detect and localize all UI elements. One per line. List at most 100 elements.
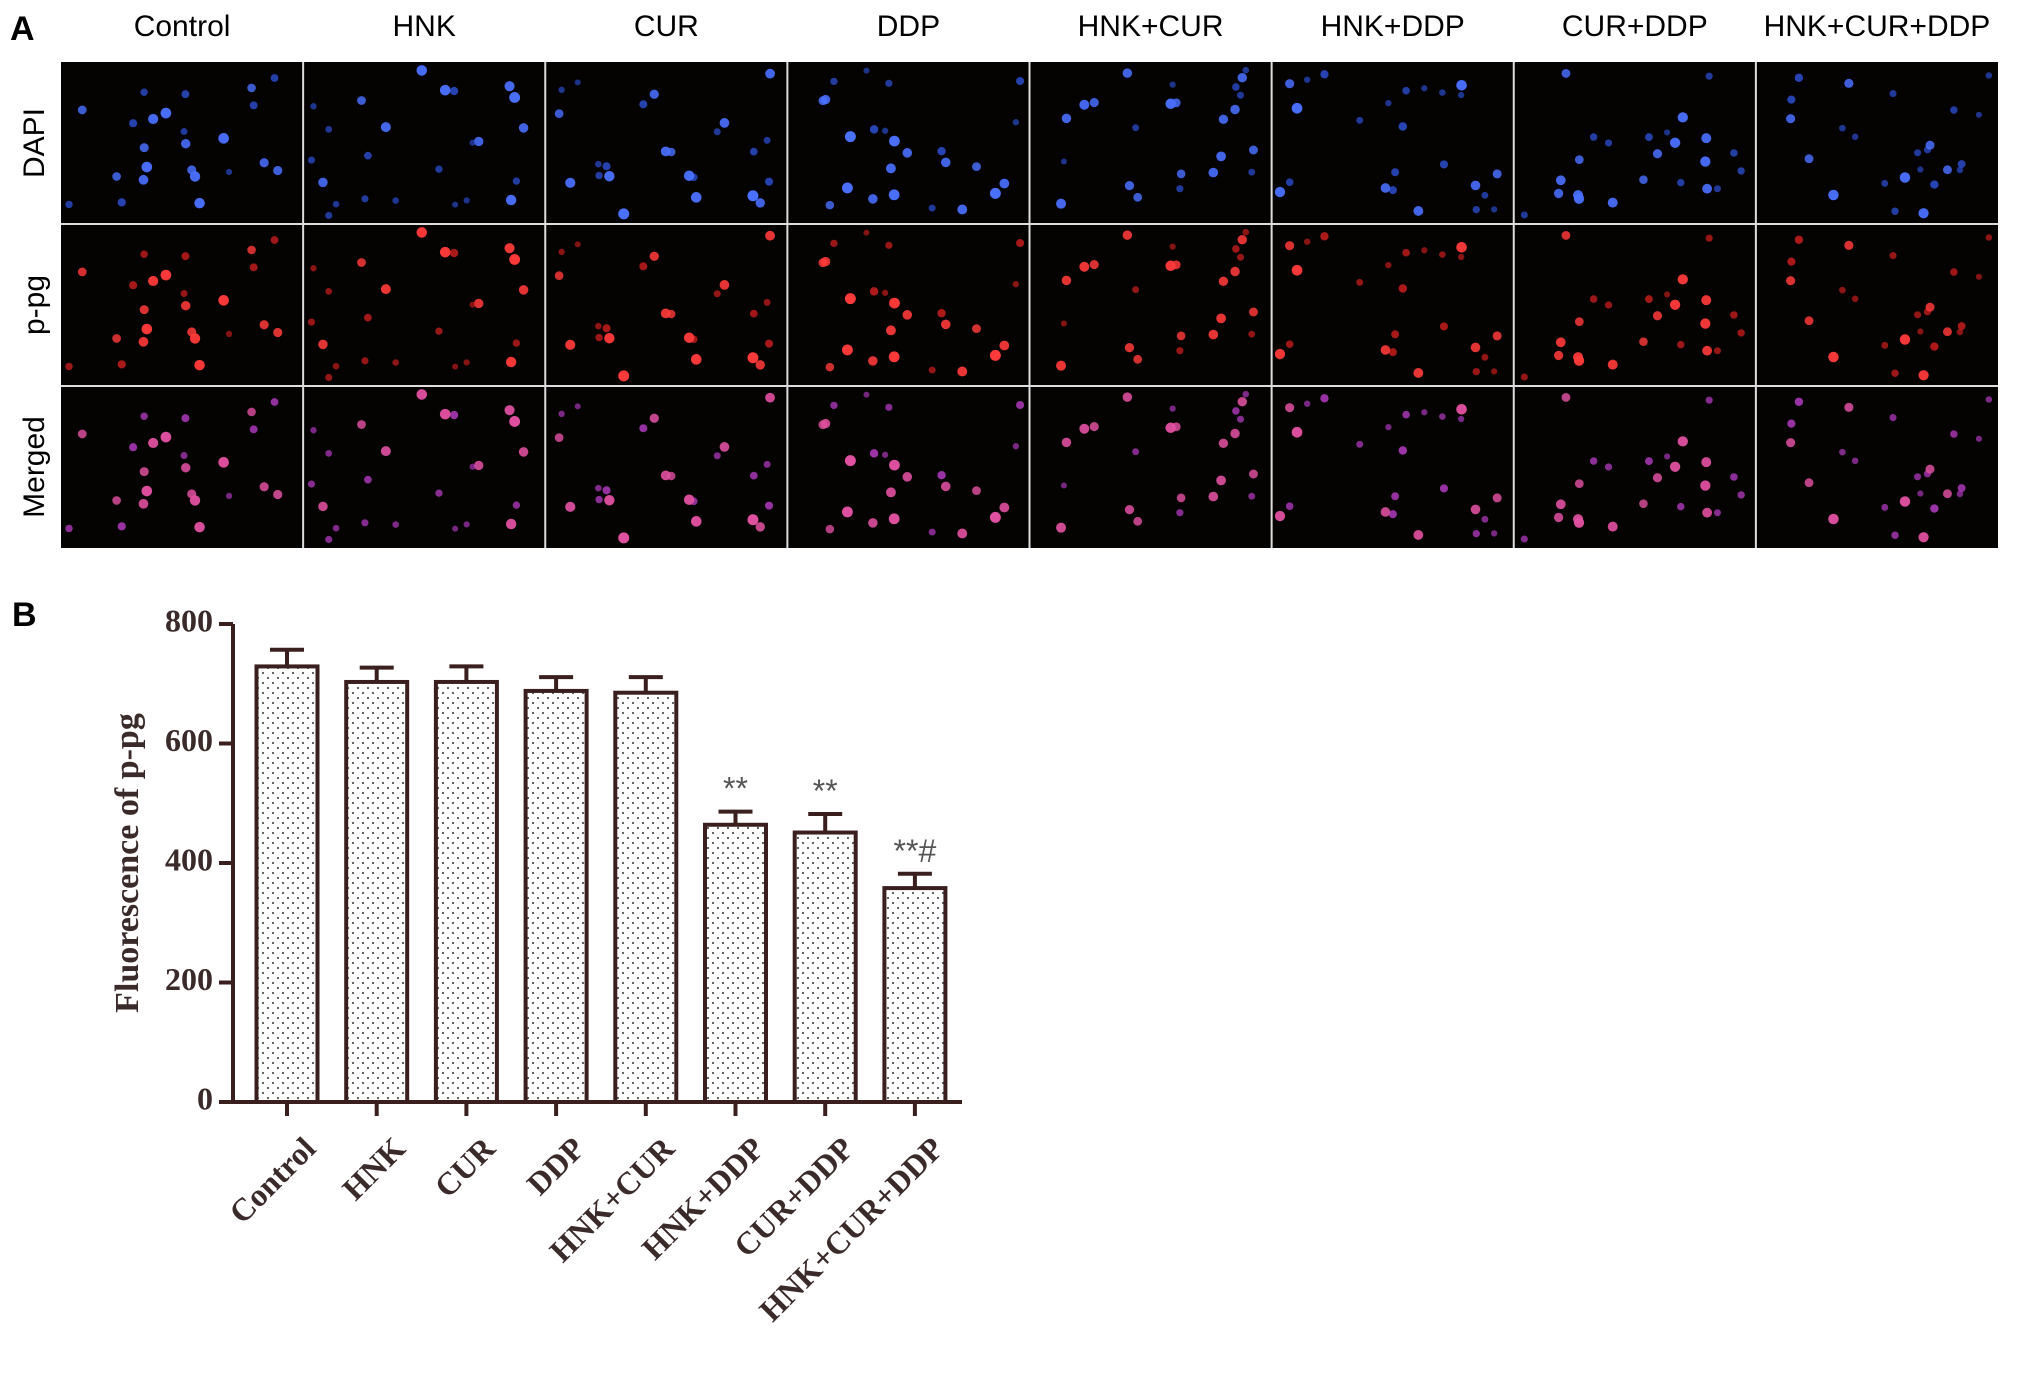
cell bbox=[1950, 268, 1958, 276]
cell bbox=[604, 333, 615, 344]
cell bbox=[972, 162, 981, 172]
micrograph bbox=[1029, 386, 1272, 548]
cell bbox=[825, 524, 835, 534]
cell bbox=[618, 370, 630, 382]
column-label: HNK+DDP bbox=[1321, 10, 1465, 43]
cell bbox=[364, 151, 372, 160]
cell bbox=[380, 122, 391, 133]
cell bbox=[1574, 479, 1584, 489]
cell bbox=[218, 295, 229, 306]
cell bbox=[509, 416, 521, 427]
cell bbox=[713, 290, 721, 298]
cell bbox=[1089, 260, 1099, 270]
y-tick-label: 600 bbox=[165, 722, 213, 758]
cell bbox=[112, 496, 121, 505]
cell bbox=[1285, 241, 1295, 251]
cell bbox=[928, 204, 936, 212]
cell bbox=[649, 89, 659, 99]
cell bbox=[719, 280, 730, 290]
cell bbox=[325, 126, 333, 133]
cell bbox=[357, 96, 366, 105]
cell bbox=[416, 389, 428, 400]
cell bbox=[469, 463, 476, 470]
cell bbox=[332, 200, 340, 208]
cell bbox=[1669, 461, 1681, 472]
cell bbox=[189, 171, 201, 182]
cell bbox=[112, 334, 121, 343]
cell bbox=[940, 481, 951, 492]
cell bbox=[1016, 238, 1025, 248]
cell bbox=[435, 489, 443, 497]
cell bbox=[595, 495, 603, 504]
cell bbox=[1644, 457, 1653, 466]
cell bbox=[683, 494, 695, 505]
cell bbox=[1291, 426, 1303, 438]
cell bbox=[141, 161, 153, 173]
cell bbox=[318, 501, 328, 512]
micrograph bbox=[303, 386, 546, 548]
cell bbox=[1702, 183, 1713, 194]
cell bbox=[1787, 419, 1796, 428]
cell bbox=[818, 96, 828, 106]
cell bbox=[1956, 490, 1964, 498]
cell bbox=[1421, 85, 1428, 92]
cell bbox=[1248, 168, 1256, 176]
cell bbox=[1914, 473, 1922, 481]
cell bbox=[141, 485, 153, 497]
cell bbox=[1520, 373, 1528, 381]
cell bbox=[1274, 186, 1286, 198]
cell bbox=[1132, 124, 1140, 132]
cell bbox=[1701, 295, 1712, 306]
cell bbox=[595, 484, 602, 492]
micrograph bbox=[1513, 386, 1756, 548]
cell bbox=[713, 452, 721, 460]
cell bbox=[1402, 86, 1410, 95]
cell bbox=[1248, 307, 1258, 317]
cell bbox=[713, 128, 721, 136]
cell bbox=[1285, 502, 1294, 510]
cell bbox=[1574, 317, 1584, 327]
cell bbox=[1176, 169, 1186, 179]
cell bbox=[889, 459, 900, 471]
cell bbox=[1439, 251, 1446, 258]
cell bbox=[1492, 169, 1502, 179]
cell bbox=[1851, 295, 1859, 303]
cell bbox=[841, 182, 853, 194]
cell bbox=[666, 309, 676, 319]
cell bbox=[1492, 493, 1502, 503]
cell bbox=[1291, 264, 1303, 276]
cell bbox=[140, 412, 148, 421]
cell bbox=[1700, 318, 1711, 329]
y-tick-label: 800 bbox=[165, 602, 213, 638]
bar bbox=[882, 886, 948, 1104]
cell bbox=[1639, 337, 1648, 346]
cell bbox=[1171, 98, 1181, 108]
cell bbox=[504, 81, 515, 92]
cell bbox=[1385, 261, 1392, 269]
cell bbox=[1285, 403, 1295, 413]
column-label: HNK+CUR bbox=[1078, 10, 1224, 43]
cell bbox=[844, 131, 856, 143]
cell bbox=[818, 420, 828, 430]
cell bbox=[1413, 529, 1424, 540]
cell bbox=[1639, 175, 1648, 184]
cell bbox=[1320, 232, 1329, 241]
cell bbox=[1881, 503, 1889, 511]
cell bbox=[1456, 241, 1467, 253]
micrograph bbox=[1271, 224, 1514, 386]
cell bbox=[928, 528, 936, 536]
cell bbox=[1985, 396, 1993, 403]
cell bbox=[225, 492, 233, 500]
cell bbox=[1664, 291, 1671, 298]
cell bbox=[194, 197, 205, 209]
cell bbox=[765, 392, 775, 403]
cell bbox=[1975, 273, 1983, 280]
cell bbox=[139, 305, 149, 315]
cell bbox=[1607, 521, 1618, 532]
cell bbox=[902, 148, 913, 158]
cell bbox=[449, 410, 459, 420]
cell bbox=[1851, 133, 1859, 141]
cell bbox=[112, 172, 121, 181]
cell bbox=[999, 340, 1010, 351]
cell bbox=[1899, 172, 1911, 183]
